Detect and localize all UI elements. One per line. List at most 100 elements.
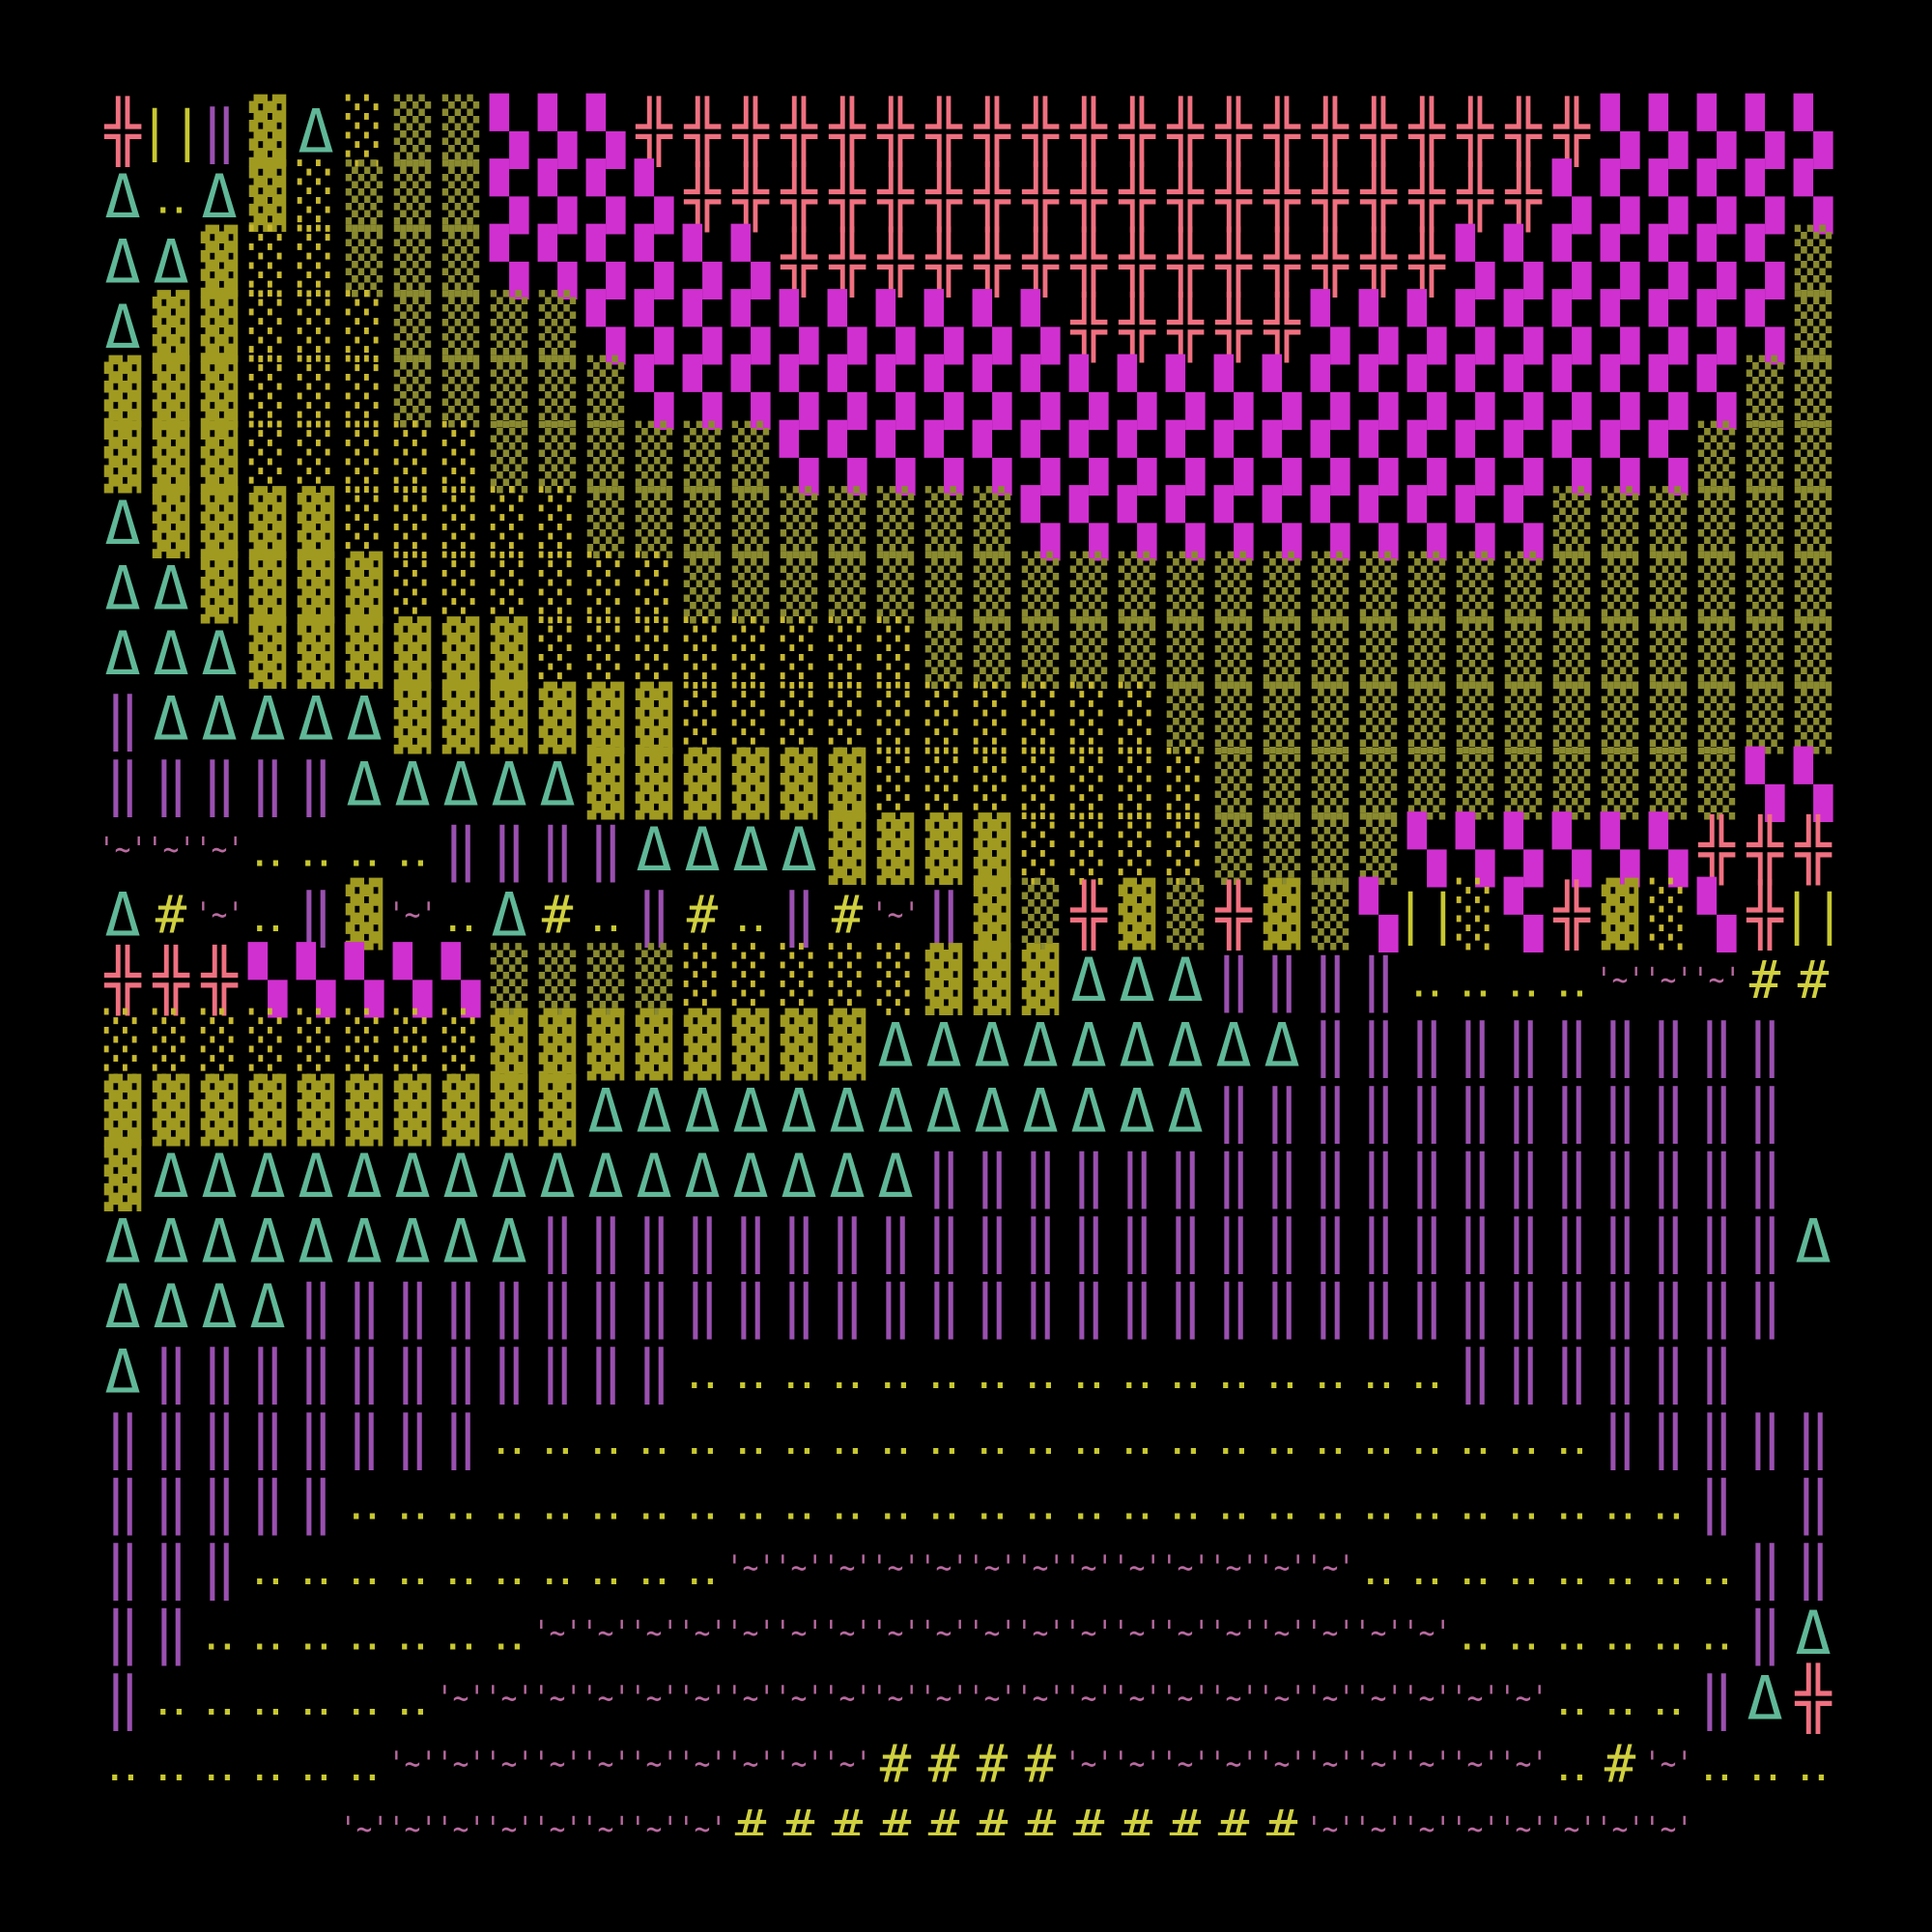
tilde: '~' [388, 895, 437, 934]
tilde: '~' [871, 1679, 920, 1718]
dots: ‥ [348, 821, 380, 877]
magenta-block: ▚ [1503, 876, 1544, 953]
triangle: Δ [684, 814, 720, 885]
dots: ‥ [251, 1540, 283, 1596]
olive-block: ▓ [298, 1073, 335, 1147]
dots: ‥ [155, 168, 186, 224]
shaded-block: ▒ [684, 551, 722, 624]
hash: # [977, 1733, 1009, 1794]
triangle: Δ [1119, 1075, 1154, 1146]
dots: ‥ [976, 1474, 1008, 1530]
magenta-block: ▚ [537, 223, 578, 300]
dots: ‥ [396, 1605, 428, 1662]
dots: ‥ [299, 821, 331, 877]
triangle: Δ [153, 684, 188, 754]
double-bar: ‖ [1699, 1208, 1734, 1275]
dots: ‥ [396, 821, 428, 877]
dotted-block: ░ [684, 943, 722, 1016]
magenta-block: ▚ [1406, 288, 1447, 365]
triangle: Δ [249, 684, 285, 754]
hash: # [832, 885, 864, 946]
dots: ‥ [1410, 952, 1442, 1009]
dots: ‥ [396, 1474, 428, 1530]
shaded-block: ▒ [394, 94, 432, 167]
triangle: Δ [249, 1271, 285, 1342]
shaded-block: ▒ [1215, 551, 1253, 624]
tilde: '~' [1596, 1809, 1644, 1848]
magenta-block: ▚ [1600, 418, 1640, 496]
tilde: '~' [968, 1614, 1016, 1653]
magenta-block: ▚ [1745, 745, 1785, 822]
dots: ‥ [541, 1409, 573, 1465]
magenta-block: ▚ [923, 288, 964, 365]
dots: ‥ [1410, 1540, 1442, 1596]
dotted-block: ░ [442, 551, 480, 624]
double-bar: ‖ [250, 1338, 285, 1406]
double-bar: ‖ [105, 1468, 140, 1536]
dots: ‥ [348, 1474, 380, 1530]
dots: ‥ [734, 1474, 766, 1530]
magenta-block: ▚ [344, 941, 384, 1018]
magenta-block: ▚ [972, 418, 1012, 496]
double-bar: ‖ [1458, 1273, 1492, 1341]
dots: ‥ [1362, 1344, 1394, 1400]
shaded-block: ▒ [1070, 616, 1108, 690]
double-bar: ‖ [637, 1208, 671, 1275]
double-bar: ‖ [1361, 1142, 1396, 1209]
dots: ‥ [1410, 1409, 1442, 1465]
triangle: Δ [539, 1141, 575, 1211]
magenta-block: ▚ [1503, 288, 1544, 365]
dotted-block: ░ [249, 1008, 287, 1081]
shaded-block: ▒ [1167, 616, 1205, 690]
dotted-block: ░ [1070, 681, 1108, 754]
shaded-block: ▒ [1264, 747, 1301, 820]
pink-cross: ╬ [1069, 160, 1107, 233]
double-bar: ‖ [1747, 1404, 1782, 1471]
shaded-block: ▒ [587, 420, 625, 494]
double-bar: ‖ [1506, 1077, 1541, 1145]
magenta-block: ▚ [1551, 157, 1592, 235]
triangle: Δ [346, 1141, 382, 1211]
hash: # [928, 1733, 960, 1794]
tilde: '~' [1065, 1614, 1113, 1653]
dots: ‥ [1507, 952, 1539, 1009]
pink-cross: ╬ [973, 226, 1010, 298]
dots: ‥ [927, 1474, 959, 1530]
olive-block: ▓ [346, 616, 384, 690]
dots: ‥ [831, 1344, 863, 1400]
double-bar: ‖ [1554, 1208, 1589, 1275]
double-bar: ‖ [1747, 1011, 1782, 1079]
dots: ‥ [734, 887, 766, 943]
olive-block: ▓ [153, 355, 190, 428]
tilde: '~' [630, 1614, 678, 1653]
triangle: Δ [394, 1141, 430, 1211]
double-bar: ‖ [1120, 1273, 1154, 1341]
olive-block: ▓ [491, 681, 528, 754]
pink-cross: ╬ [1407, 226, 1445, 298]
shaded-block: ▒ [1795, 290, 1833, 363]
pink-cross: ╬ [1311, 95, 1349, 167]
pink-cross: ╬ [1359, 226, 1397, 298]
triangle: Δ [491, 749, 526, 819]
pink-cross: ╬ [1456, 95, 1493, 167]
dots: ‥ [1217, 1409, 1249, 1465]
double-bar: ‖ [1313, 1273, 1348, 1341]
shaded-block: ▒ [1022, 616, 1060, 690]
tilde: '~' [823, 1679, 871, 1718]
dots: ‥ [155, 1736, 186, 1792]
tilde: '~' [1451, 1809, 1499, 1848]
pipes: || [1394, 884, 1459, 947]
magenta-block: ▚ [730, 354, 771, 431]
dots: ‥ [976, 1344, 1008, 1400]
tilde: '~' [1596, 961, 1644, 1000]
magenta-block: ▚ [1648, 92, 1689, 169]
double-bar: ‖ [588, 1338, 623, 1406]
dots: ‥ [686, 1409, 718, 1465]
tilde: '~' [1016, 1679, 1065, 1718]
dots: ‥ [541, 1474, 573, 1530]
dots: ‥ [638, 1540, 669, 1596]
olive-block: ▓ [298, 616, 335, 690]
shaded-block: ▒ [1457, 681, 1494, 754]
double-bar: ‖ [1071, 1142, 1106, 1209]
